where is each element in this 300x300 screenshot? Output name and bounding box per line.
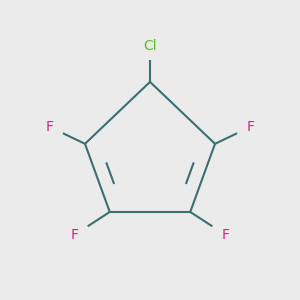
Text: F: F [45, 120, 53, 134]
Text: F: F [70, 228, 78, 242]
Text: Cl: Cl [143, 39, 157, 53]
Text: F: F [222, 228, 230, 242]
Text: F: F [247, 120, 255, 134]
